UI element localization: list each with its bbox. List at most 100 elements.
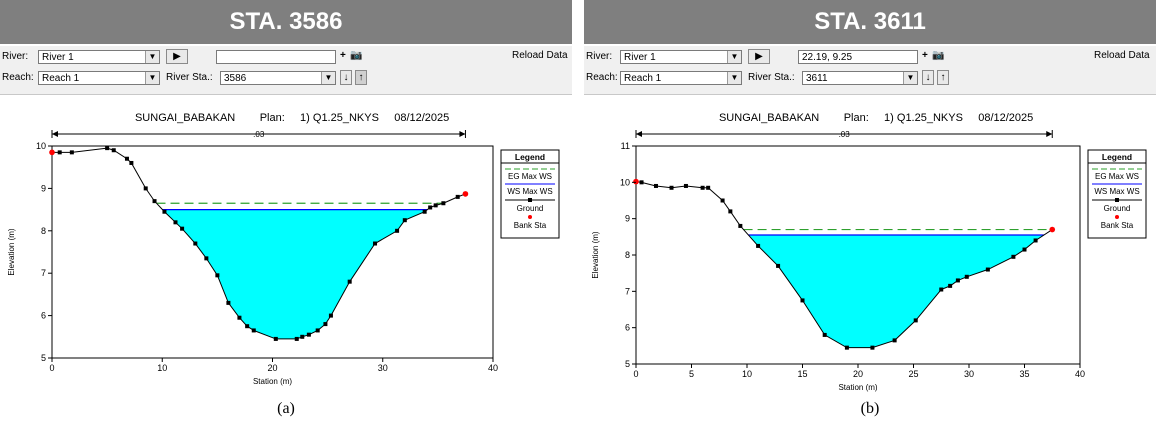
y-tick-label: 5 — [41, 353, 46, 363]
ground-point — [892, 338, 897, 343]
ground-point — [245, 324, 250, 329]
camera-icon[interactable]: 📷 — [350, 50, 363, 61]
ground-point — [913, 318, 918, 323]
y-tick-label: 8 — [625, 250, 630, 260]
reload-data-button[interactable]: Reload Data — [512, 50, 568, 61]
ground-point — [152, 199, 157, 204]
prev-station-button[interactable]: ↑ — [937, 70, 949, 85]
y-tick-label: 6 — [41, 311, 46, 321]
ground-point — [1022, 247, 1027, 252]
chevron-down-icon: ▼ — [145, 51, 159, 63]
ground-point — [639, 180, 644, 185]
legend-bank-marker — [1115, 215, 1119, 219]
ground-point — [237, 315, 242, 320]
station-title: STA. 3586 — [0, 0, 572, 44]
ground-point — [402, 218, 407, 223]
x-axis-label: Station (m) — [838, 383, 877, 392]
ground-point — [422, 209, 427, 214]
ground-point — [776, 263, 781, 268]
ground-point — [433, 203, 438, 208]
ground-point — [315, 328, 320, 333]
ground-point — [653, 183, 658, 188]
chevron-down-icon: ▼ — [727, 51, 741, 63]
toolbar: River: River 1 ▼ ▶ + 📷 Reload Data Reach… — [0, 46, 572, 95]
play-button[interactable]: ▶ — [748, 49, 770, 64]
plan-label: Plan: — [843, 112, 869, 124]
chevron-down-icon: ▼ — [321, 72, 335, 84]
add-plus-icon[interactable]: + — [340, 50, 346, 61]
ground-point — [844, 345, 849, 350]
ground-point — [955, 278, 960, 283]
reach-select-value: Reach 1 — [42, 73, 80, 84]
arrow-right-icon — [1046, 131, 1053, 137]
x-tick-label: 20 — [853, 369, 863, 379]
x-axis-label: Station (m) — [253, 377, 292, 386]
chevron-down-icon: ▼ — [727, 72, 741, 84]
x-tick-label: 25 — [908, 369, 918, 379]
play-icon: ▶ — [755, 51, 763, 62]
ground-point — [124, 156, 129, 161]
y-tick-label: 9 — [41, 183, 46, 193]
next-station-button[interactable]: ↓ — [340, 70, 352, 85]
river-select-value: River 1 — [624, 52, 656, 63]
ground-point — [294, 336, 299, 341]
prev-station-button[interactable]: ↑ — [355, 70, 367, 85]
y-tick-label: 6 — [625, 323, 630, 333]
river-sta-select[interactable]: 3586 ▼ — [220, 71, 336, 85]
ground-point — [822, 332, 827, 337]
coordinate-value: 22.19, 9.25 — [802, 52, 853, 63]
river-select-value: River 1 — [42, 52, 74, 63]
legend-eg-label: EG Max WS — [1095, 172, 1139, 181]
reach-select-value: Reach 1 — [624, 73, 662, 84]
ground-point — [669, 185, 674, 190]
play-button[interactable]: ▶ — [166, 49, 188, 64]
ground-point — [373, 241, 378, 246]
river-select[interactable]: River 1 ▼ — [620, 50, 742, 64]
ground-point — [964, 274, 969, 279]
ground-point — [143, 186, 148, 191]
ground-point — [683, 183, 688, 188]
ground-point — [273, 336, 278, 341]
x-tick-label: 15 — [797, 369, 807, 379]
ground-point — [306, 332, 311, 337]
ground-point — [129, 160, 134, 165]
legend-ws-label: WS Max WS — [1094, 187, 1139, 196]
ground-point — [173, 220, 178, 225]
legend-title: Legend — [1102, 152, 1132, 162]
project-name: SUNGAI_BABAKAN — [134, 112, 236, 124]
ground-point — [985, 267, 990, 272]
river-label: River: — [586, 51, 613, 62]
reload-data-button[interactable]: Reload Data — [1094, 50, 1150, 61]
ground-point — [756, 243, 761, 248]
river-label: River: — [2, 51, 29, 62]
bank-station-point — [633, 178, 639, 185]
next-station-button[interactable]: ↓ — [922, 70, 934, 85]
figure-caption: (a) — [277, 400, 295, 417]
camera-icon[interactable]: 📷 — [932, 50, 945, 61]
coordinate-field[interactable]: 22.19, 9.25 — [798, 50, 918, 64]
project-name: SUNGAI_BABAKAN — [718, 112, 820, 124]
y-tick-label: 10 — [620, 177, 630, 187]
ground-point — [948, 283, 953, 288]
legend-bank-label: Bank Sta — [514, 221, 547, 230]
coordinate-field[interactable] — [216, 50, 336, 64]
arrow-up-icon: ↑ — [358, 72, 364, 83]
ground-point — [105, 146, 110, 151]
cross-section-panel-b: STA. 3611 River: River 1 ▼ ▶ 22.19, 9.25… — [584, 0, 1156, 428]
y-tick-label: 10 — [36, 141, 46, 151]
ground-point — [193, 241, 198, 246]
ground-point — [441, 201, 446, 206]
y-tick-label: 8 — [41, 226, 46, 236]
river-select[interactable]: River 1 ▼ — [38, 50, 160, 64]
reach-select[interactable]: Reach 1 ▼ — [620, 71, 742, 85]
y-tick-label: 9 — [625, 214, 630, 224]
bank-station-point — [462, 191, 469, 197]
river-sta-select[interactable]: 3611 ▼ — [802, 71, 918, 85]
add-plus-icon[interactable]: + — [922, 50, 928, 61]
legend-box — [1087, 149, 1147, 239]
plan-value: 1) Q1.25_NKYS — [884, 112, 963, 124]
reach-select[interactable]: Reach 1 ▼ — [38, 71, 160, 85]
x-tick-label: 20 — [267, 363, 277, 373]
station-title: STA. 3611 — [584, 0, 1156, 44]
chevron-down-icon: ▼ — [903, 72, 917, 84]
